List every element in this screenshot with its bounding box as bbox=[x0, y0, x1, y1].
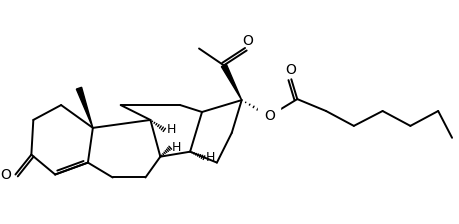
Text: H: H bbox=[206, 151, 215, 164]
Text: O: O bbox=[284, 63, 295, 77]
Polygon shape bbox=[76, 87, 93, 128]
Polygon shape bbox=[221, 64, 241, 100]
Text: H: H bbox=[166, 123, 175, 136]
Text: H: H bbox=[172, 141, 181, 154]
Text: O: O bbox=[263, 109, 274, 123]
Text: O: O bbox=[0, 168, 11, 181]
Text: O: O bbox=[242, 34, 252, 49]
